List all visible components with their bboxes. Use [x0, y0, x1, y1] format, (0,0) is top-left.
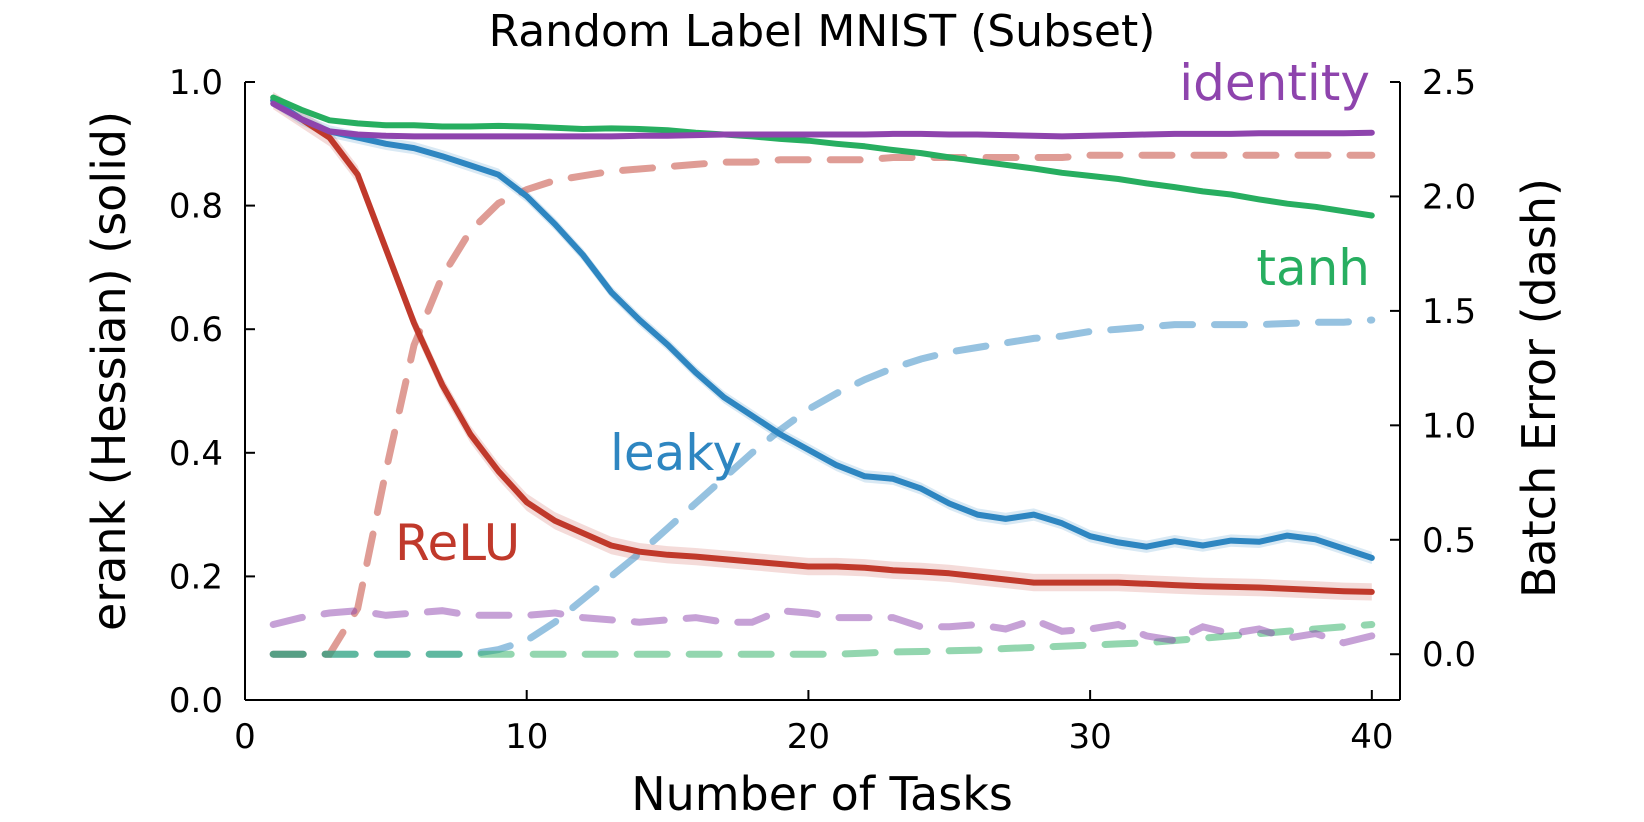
erank-line-identity	[270, 100, 1375, 140]
y-axis-right-title: Batch Error (dash)	[1512, 178, 1566, 598]
y-right-tick-label: 1.0	[1422, 406, 1476, 446]
y-axis-left-title: erank (Hessian) (solid)	[82, 111, 136, 631]
series-label-leaky: leaky	[610, 424, 742, 482]
band-leaky	[273, 94, 1372, 565]
batch-error-lines	[269, 151, 1376, 658]
y-left-tick-label: 0.6	[169, 310, 223, 350]
x-tick-label: 0	[234, 717, 256, 757]
erank-line-leaky	[270, 97, 1375, 561]
batch-error-line-tanh	[269, 621, 1376, 658]
series-label-tanh: tanh	[1256, 239, 1370, 297]
y-right-tick-label: 0.5	[1422, 521, 1476, 561]
x-tick-label: 10	[505, 717, 548, 757]
batch-error-line-identity	[269, 607, 1376, 647]
x-tick-label: 30	[1068, 717, 1111, 757]
y-left-tick-label: 0.8	[169, 187, 223, 227]
y-right-tick-label: 0.0	[1422, 635, 1476, 675]
y-left-tick-label: 1.0	[169, 63, 223, 103]
y-left-tick-label: 0.0	[169, 681, 223, 721]
batch-error-line-relu	[269, 151, 1376, 658]
y-left-tick-label: 0.2	[169, 557, 223, 597]
chart-title: Random Label MNIST (Subset)	[489, 6, 1156, 57]
y-left-tick-label: 0.4	[169, 434, 223, 474]
axes	[244, 81, 1401, 701]
erank-lines	[270, 94, 1375, 595]
y-right-tick-label: 2.0	[1422, 177, 1476, 217]
x-tick-label: 20	[787, 717, 830, 757]
x-tick-label: 40	[1350, 717, 1393, 757]
erank-line-relu	[270, 97, 1375, 595]
y-right-tick-label: 1.5	[1422, 292, 1476, 332]
series-label-identity: identity	[1179, 54, 1370, 112]
erank-line-tanh	[270, 94, 1375, 219]
series-label-relu: ReLU	[395, 514, 520, 572]
confidence-bands	[273, 91, 1372, 601]
x-axis-title: Number of Tasks	[631, 767, 1013, 821]
tick-labels: 0 10 20 30 40 0.0 0.2 0.4 0.6 0.8 1.0 0.0 0.5 1.0 1.5 2…	[169, 63, 1476, 757]
y-right-tick-label: 2.5	[1422, 63, 1476, 103]
